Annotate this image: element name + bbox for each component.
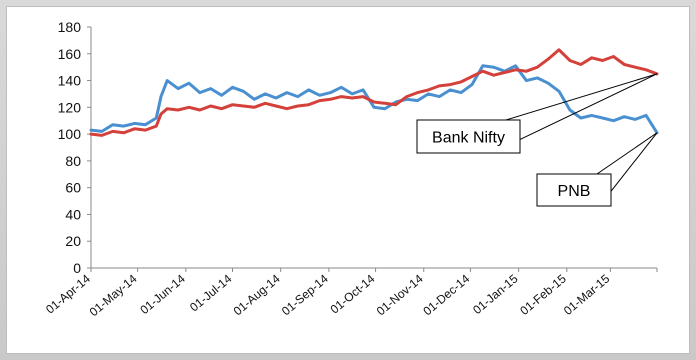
callout-box-pnb [536, 173, 612, 207]
y-tick-label: 60 [65, 180, 81, 196]
y-axis-ticks: 0 20 40 60 80 100 120 140 160 180 [58, 19, 91, 276]
y-tick-label: 120 [58, 99, 82, 115]
x-tick-label: 01-Aug-14 [231, 271, 283, 318]
x-tick-label: 01-Dec-14 [420, 271, 472, 318]
y-tick-label: 80 [65, 153, 81, 169]
callout-leader-pnb [608, 132, 658, 195]
y-tick-label: 0 [73, 260, 81, 276]
x-tick-label: 01-Apr-14 [43, 271, 93, 316]
y-tick-label: 180 [58, 19, 82, 35]
callout-box-bank-nifty [416, 119, 521, 154]
callout-leader-bank-nifty [505, 73, 658, 121]
chart-axes [90, 27, 657, 269]
line-chart: 0 20 40 60 80 100 120 140 160 180 01-Apr-1401-May… [43, 19, 659, 319]
x-tick-label: 01-Jan-15 [470, 271, 521, 317]
x-tick-label: 01-Oct-14 [328, 271, 378, 316]
x-tick-label: 01-Mar-15 [561, 271, 613, 318]
callout-leader-pnb [596, 132, 658, 175]
y-tick-label: 40 [65, 206, 81, 222]
x-tick-label: 01-Feb-15 [517, 271, 569, 318]
y-tick-label: 160 [58, 46, 82, 62]
callout-label-pnb: PNB [558, 183, 591, 200]
y-tick-label: 20 [65, 233, 81, 249]
callouts: Bank Nifty PNB [416, 73, 658, 207]
x-tick-label: 01-Nov-14 [374, 271, 426, 318]
y-tick-label: 140 [58, 73, 82, 89]
callout-leader-bank-nifty [517, 73, 658, 141]
x-tick-label: 01-May-14 [87, 271, 140, 319]
x-tick-label: 01-Jul-14 [187, 271, 235, 314]
x-tick-label: 01-Sep-14 [279, 271, 331, 318]
series-line-bank-nifty [89, 48, 659, 137]
series-lines [89, 48, 659, 137]
callout-label-bank-nifty: Bank Nifty [432, 130, 505, 147]
y-tick-label: 100 [58, 126, 82, 142]
x-tick-label: 01-Jun-14 [137, 271, 188, 317]
chart-frame: 0 20 40 60 80 100 120 140 160 180 01-Apr-14 01-May… [6, 6, 690, 354]
